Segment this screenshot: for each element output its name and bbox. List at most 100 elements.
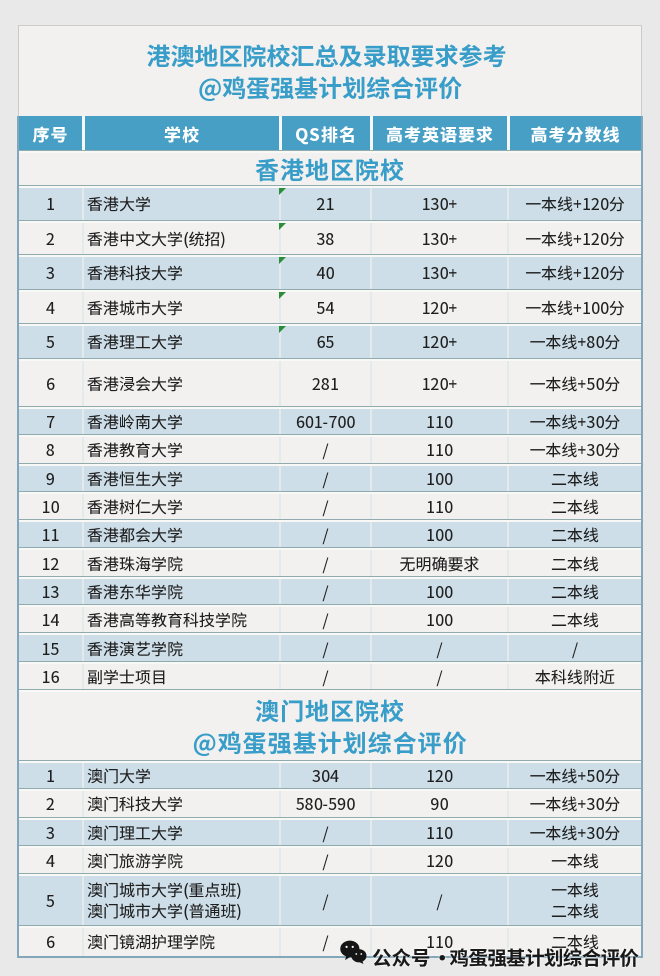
cell-school: 香港都会大学 [82,522,279,548]
cell-score: 二本线 [507,578,641,605]
cell-english: / [370,663,507,689]
table-header-row: 序号 学校 QS排名 高考英语要求 高考分数线 [19,116,641,151]
cell-no: 1 [19,188,82,220]
table-row: 15 香港演艺学院 / / / [19,635,641,662]
cell-qs: 54 [279,291,370,323]
cell-text: 6 [46,370,55,395]
cell-text: / [571,635,579,660]
cell-school: 香港高等教育科技学院 [82,607,279,633]
cell-english: 130+ [370,222,507,254]
cell-text: 二本线 [550,522,599,547]
cell-text: 130+ [421,191,458,216]
cell-score: 一本线+30分 [507,409,641,435]
cell-text: 澳门城市大学(普通班) [87,898,243,923]
cell-text: 12 [41,550,60,575]
table-row: 1 香港大学 21 130+ 一本线+120分 [19,188,641,221]
cell-qs: / [279,819,370,845]
cell-text: 二本线 [550,578,599,603]
cell-text: 40 [316,260,335,285]
cell-text: 3 [46,819,55,844]
watermark-separator: · [432,941,453,971]
cell-english: 120 [370,847,507,874]
cell-text: 香港树仁大学 [87,494,184,519]
cell-no: 10 [19,494,82,519]
cell-score: 二本线 [507,550,641,576]
cell-text: 54 [316,294,335,319]
table-row: 3 澳门理工大学 / 110 一本线+30分 [19,819,641,846]
cell-english: 无明确要求 [370,550,507,576]
cell-text: / [322,929,329,954]
cell-qs: / [279,635,370,661]
cell-text: 7 [46,409,55,434]
cell-qs: 40 [279,257,370,289]
cell-english: 120 [370,762,507,789]
cell-score: 一本线 二本线 [507,876,641,925]
cell-text: 100 [426,465,453,490]
cell-school: 香港演艺学院 [82,635,279,661]
table-row: 4 香港城市大学 54 120+ 一本线+100分 [19,291,641,324]
cell-score: 一本线+120分 [507,222,641,254]
cell-score: 一本线+100分 [507,291,641,323]
cell-text: 1 [46,191,55,216]
cell-no: 4 [19,292,82,324]
cell-text: 130+ [421,260,458,285]
cell-text: 4 [46,848,55,872]
cell-english: 110 [370,819,507,845]
content-panel: 港澳地区院校汇总及录取要求参考 @鸡蛋强基计划综合评价 序号 学校 QS排名 高考英语… [17,25,643,959]
cell-english: 130+ [370,188,507,220]
cell-text: 澳门理工大学 [87,819,184,844]
cell-score: 一本线+120分 [507,188,641,220]
cell-qs: / [279,876,370,925]
cell-text: 一本线+50分 [529,370,621,395]
cell-text: 100 [426,578,453,603]
section-header-line: 香港地区院校 [255,151,405,186]
cell-school: 澳门旅游学院 [82,847,279,874]
cell-text: / [322,848,329,872]
cell-english: 90 [370,791,507,817]
section-header-0: 香港地区院校 [19,153,641,186]
cell-text: 100 [426,522,453,547]
table-row: 2 香港中文大学(统招) 38 130+ 一本线+120分 [19,222,641,255]
cell-score: 一本线+50分 [507,360,641,406]
cell-qs: / [279,493,370,520]
cell-no: 12 [19,550,82,575]
page-title-line1: 港澳地区院校汇总及录取要求参考 [146,37,507,72]
cell-english: 120+ [370,360,507,406]
cell-text: 1 [46,763,55,788]
cell-text: 一本线+30分 [529,819,621,844]
cell-text: 120+ [421,329,458,354]
cell-text: 65 [316,329,335,354]
cell-school: 澳门大学 [82,762,279,789]
cell-no: 3 [19,257,82,289]
cell-text: 3 [46,260,55,285]
cell-no: 6 [19,361,82,407]
cell-qs: / [279,578,370,605]
cell-english: 110 [370,437,507,463]
cell-text: 一本线+30分 [529,437,621,462]
cell-text: 5 [46,329,55,354]
cell-score: 一本线+50分 [507,762,641,789]
cell-text: 13 [41,578,60,603]
cell-text: 二本线 [550,898,599,923]
cell-text: 香港中文大学(统招) [87,225,227,250]
cell-text: / [322,607,329,632]
cell-school: 香港岭南大学 [82,409,279,435]
cell-text: 无明确要求 [399,550,480,575]
cell-qs: / [279,465,370,491]
cell-school: 香港理工大学 [82,326,279,358]
cell-text: / [322,465,329,490]
table-body: 香港地区院校 1 香港大学 21 130+ 一本线+120分 2 香港中文大学(统招) 38 13… [19,153,641,957]
cell-text: / [322,635,329,660]
cell-no: 7 [19,409,82,434]
cell-text: 香港高等教育科技学院 [87,607,248,632]
cell-text: 本科线附近 [534,663,615,688]
table-row: 5 澳门城市大学(重点班) 澳门城市大学(普通班) / / 一本线 二本线 [19,876,641,926]
cell-text: 香港珠海学院 [87,550,184,575]
cell-school: 香港浸会大学 [82,360,279,406]
cell-text: 澳门镜湖护理学院 [87,929,216,954]
cell-text: 二本线 [550,465,599,490]
page-title: 港澳地区院校汇总及录取要求参考 @鸡蛋强基计划综合评价 [18,25,642,116]
cell-text: 110 [426,437,453,462]
cell-text: 一本线+100分 [525,294,625,319]
cell-school: 香港珠海学院 [82,550,279,576]
